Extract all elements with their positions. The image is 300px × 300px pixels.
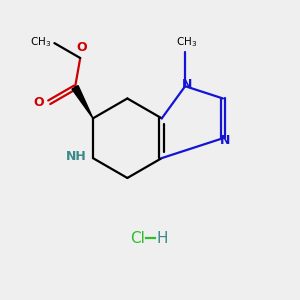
Text: N: N [182, 78, 193, 91]
Text: NH: NH [66, 150, 86, 163]
Text: CH$_3$: CH$_3$ [176, 35, 197, 49]
Text: N: N [220, 134, 230, 147]
Polygon shape [72, 85, 93, 118]
Text: O: O [33, 96, 44, 109]
Text: CH$_3$: CH$_3$ [30, 35, 51, 49]
Text: H: H [157, 231, 168, 246]
Text: Cl: Cl [130, 231, 145, 246]
Text: O: O [76, 40, 87, 54]
